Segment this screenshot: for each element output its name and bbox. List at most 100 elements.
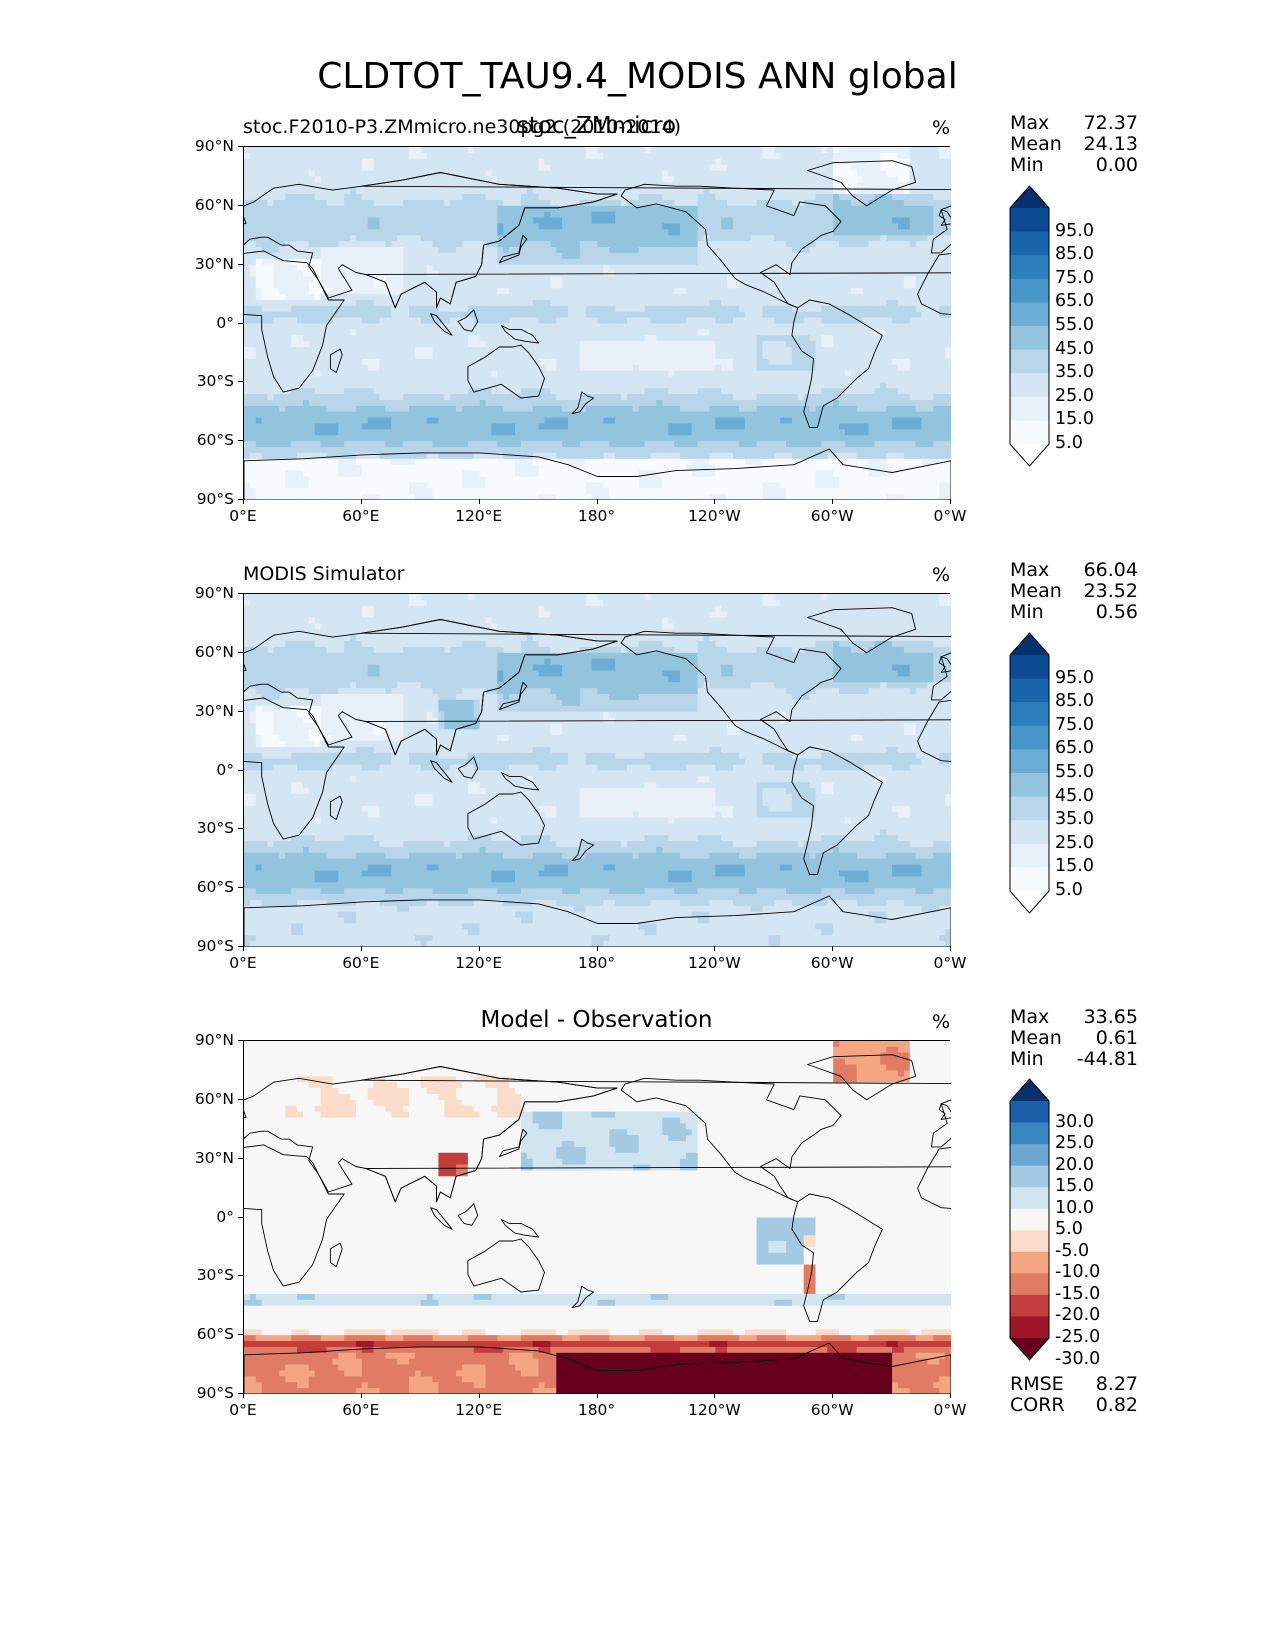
lon-tick-label: 120°W: [674, 1401, 754, 1419]
panel-left-title: stoc.F2010-P3.ZMmicro.ne30pg2 (2010-2014…: [243, 116, 681, 138]
colorbar-extend-min: [1010, 1338, 1049, 1360]
coastline-japan: [498, 1128, 528, 1158]
lat-tick-label: 60°S: [197, 878, 234, 896]
lat-tick-mark: [238, 710, 243, 712]
coastline-eurasia-west: [361, 172, 951, 309]
lat-tick-mark: [238, 887, 243, 889]
lon-tick-label: 120°E: [439, 1401, 519, 1419]
stat-max-value: 33.65: [1084, 1006, 1138, 1028]
lat-tick-mark: [238, 322, 243, 324]
coastline-antarctica: [244, 1342, 951, 1394]
colorbar-tick-label: 55.0: [1055, 315, 1094, 335]
stat-min-label: Min: [1010, 601, 1044, 623]
coastline-newguinea: [500, 325, 540, 344]
lon-tick-label: 60°E: [321, 954, 401, 972]
stat-max-label: Max: [1010, 112, 1049, 134]
lat-tick-label: 0°: [216, 761, 234, 779]
colorbar-tick-label: -15.0: [1055, 1284, 1100, 1304]
metric-rmse-label: RMSE: [1010, 1373, 1064, 1395]
coastline-antarctica: [244, 448, 951, 500]
stat-mean: Mean 0.61: [1010, 1027, 1138, 1049]
colorbar-swatch: [1010, 655, 1049, 680]
colorbar-swatch: [1010, 1251, 1049, 1274]
stat-max-label: Max: [1010, 559, 1049, 581]
lat-tick-mark: [238, 828, 243, 830]
stat-min: Min 0.56: [1010, 601, 1138, 623]
colorbar-tick-label: 85.0: [1055, 244, 1094, 264]
lon-tick-mark: [360, 499, 362, 504]
coastline-australia: [467, 791, 545, 846]
colorbar-extend-max: [1010, 1079, 1049, 1101]
lat-tick-label: 0°: [216, 314, 234, 332]
lat-tick-mark: [238, 263, 243, 265]
colorbar-tick-label: 35.0: [1055, 362, 1094, 382]
map-panel-difference: [243, 1040, 951, 1394]
lon-tick-label: 120°E: [439, 507, 519, 525]
lon-tick-mark: [243, 946, 244, 951]
coastline-madagascar: [329, 348, 343, 373]
colorbar-tick-label: 65.0: [1055, 291, 1094, 311]
lat-tick-label: 60°N: [195, 643, 234, 661]
colorbar-extend-min: [1010, 444, 1049, 466]
coastline-borneo: [457, 1203, 479, 1226]
lat-tick-mark: [238, 1040, 243, 1041]
lat-tick-label: 90°N: [195, 137, 234, 155]
lat-tick-label: 0°: [216, 1208, 234, 1226]
stat-min-value: 0.56: [1096, 601, 1138, 623]
coastline-britain-east: [244, 1110, 247, 1119]
metric-corr-value: 0.82: [1096, 1394, 1138, 1416]
lat-tick-label: 90°S: [197, 937, 234, 955]
lat-tick-label: 30°S: [197, 372, 234, 390]
lon-tick-label: 0°W: [910, 954, 990, 972]
coastline-namerica: [620, 630, 842, 756]
colorbar: [1009, 185, 1050, 467]
lat-tick-mark: [238, 381, 243, 383]
lon-tick-label: 180°: [557, 507, 637, 525]
colorbar-swatch: [1010, 702, 1049, 727]
coastline-madagascar: [329, 1242, 343, 1267]
colorbar-tick-label: -25.0: [1055, 1327, 1100, 1347]
stat-mean-label: Mean: [1010, 1027, 1062, 1049]
coastline-greenland: [807, 1054, 917, 1101]
lon-tick-mark: [832, 499, 834, 504]
stat-min: Min -44.81: [1010, 1048, 1138, 1070]
colorbar-swatch: [1010, 1208, 1049, 1231]
colorbar-tick-label: 95.0: [1055, 668, 1094, 688]
colorbar-tick-label: -30.0: [1055, 1349, 1100, 1369]
coastline-borneo: [457, 756, 479, 779]
colorbar-tick-label: 20.0: [1055, 1155, 1094, 1175]
map-canvas: [244, 594, 951, 947]
colorbar-swatch: [1010, 1230, 1049, 1253]
colorbar-swatch: [1010, 843, 1049, 868]
coastline-britain-east: [244, 216, 247, 225]
lon-tick-mark: [714, 946, 716, 951]
lon-tick-label: 0°E: [203, 1401, 283, 1419]
coastline-britain-west: [938, 209, 951, 226]
coastline-eurasia-west: [361, 619, 951, 756]
coastline-japan: [498, 681, 528, 711]
coastline-namerica: [620, 1077, 842, 1203]
colorbar-outline: [1009, 1078, 1050, 1361]
coastline-africa-east: [244, 697, 345, 840]
lon-tick-mark: [714, 1393, 716, 1398]
lon-tick-label: 60°W: [792, 507, 872, 525]
panel-units: %: [932, 117, 950, 139]
value-field: [244, 1041, 951, 1394]
lon-tick-label: 60°W: [792, 1401, 872, 1419]
lat-tick-mark: [238, 440, 243, 442]
coastline-antarctica: [244, 895, 951, 947]
lon-tick-label: 180°: [557, 1401, 637, 1419]
map-panel-test: [243, 146, 951, 500]
colorbar-tick-label: 55.0: [1055, 762, 1094, 782]
lon-tick-mark: [596, 1393, 598, 1398]
map-canvas: [244, 1041, 951, 1394]
stat-mean-label: Mean: [1010, 133, 1062, 155]
colorbar-tick-label: 5.0: [1055, 880, 1083, 900]
colorbar-swatch: [1010, 326, 1049, 351]
colorbar-tick-label: 25.0: [1055, 1133, 1094, 1153]
lat-tick-mark: [238, 1275, 243, 1277]
coastline-newzealand: [571, 1285, 595, 1309]
stat-mean: Mean 23.52: [1010, 580, 1138, 602]
coastline-newzealand: [571, 838, 595, 862]
stat-mean-label: Mean: [1010, 580, 1062, 602]
